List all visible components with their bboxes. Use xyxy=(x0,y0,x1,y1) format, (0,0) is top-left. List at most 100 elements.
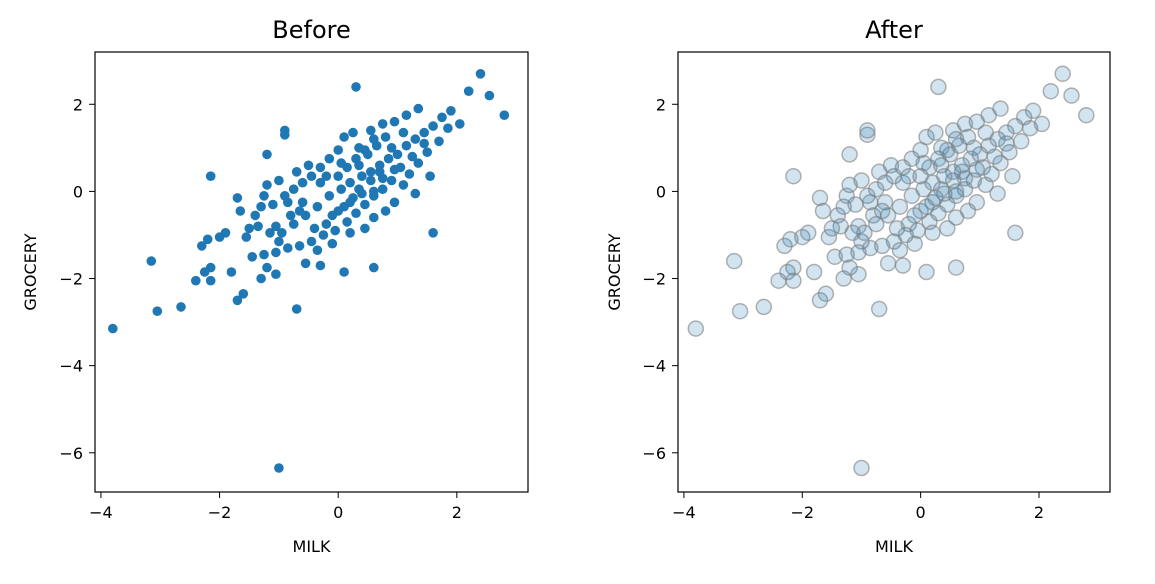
data-point xyxy=(339,201,349,212)
points-group xyxy=(108,69,510,473)
data-point xyxy=(499,110,510,120)
data-point xyxy=(315,162,326,173)
data-point xyxy=(870,163,888,181)
data-point xyxy=(1024,102,1042,120)
data-point xyxy=(463,86,474,96)
data-point xyxy=(398,127,409,138)
data-point xyxy=(998,135,1015,152)
data-point xyxy=(401,110,412,120)
data-point xyxy=(407,151,418,162)
y-tick-label: 0 xyxy=(656,182,666,201)
data-point xyxy=(315,260,326,271)
chart-title: After xyxy=(865,16,923,44)
data-point xyxy=(348,127,358,138)
data-point xyxy=(244,223,254,234)
data-point xyxy=(422,147,433,157)
data-point xyxy=(446,106,456,116)
x-tick-label: 0 xyxy=(916,503,926,522)
data-point xyxy=(785,272,802,289)
data-point xyxy=(873,237,891,255)
data-point xyxy=(386,143,397,153)
data-point xyxy=(191,275,201,286)
data-point xyxy=(853,172,870,189)
data-point xyxy=(288,184,299,194)
data-point xyxy=(377,173,388,184)
data-point xyxy=(779,263,796,281)
data-point xyxy=(238,289,249,299)
data-point xyxy=(992,154,1009,172)
x-tick-label: 2 xyxy=(452,503,462,522)
after-plot: After −4 −2 0 2 −6 −4 −2 0 2 MILK GROCERY xyxy=(605,16,1111,556)
data-point xyxy=(811,189,829,207)
y-tick-label: −2 xyxy=(642,270,666,289)
data-point xyxy=(366,125,376,136)
data-point xyxy=(805,263,823,281)
data-point xyxy=(146,256,157,266)
data-point xyxy=(315,177,326,188)
data-point xyxy=(274,175,284,186)
data-point xyxy=(475,69,486,79)
data-point xyxy=(297,177,308,188)
data-point xyxy=(434,136,444,147)
data-point xyxy=(850,265,867,283)
data-point xyxy=(312,245,323,255)
data-point xyxy=(428,121,438,131)
y-tick-label: −4 xyxy=(642,357,666,376)
data-point xyxy=(265,228,275,238)
data-point xyxy=(785,167,802,185)
data-point xyxy=(862,194,879,211)
x-tick-label: −4 xyxy=(89,503,113,522)
data-point xyxy=(401,140,412,151)
data-point xyxy=(303,160,314,171)
data-point xyxy=(377,119,388,129)
data-point xyxy=(811,292,829,309)
data-point xyxy=(894,257,912,274)
data-point xyxy=(944,122,962,139)
data-point xyxy=(894,174,912,191)
data-point xyxy=(1007,224,1024,242)
data-point xyxy=(366,175,376,186)
data-point xyxy=(687,320,705,337)
points-group xyxy=(687,65,1095,477)
data-point xyxy=(977,124,994,141)
data-point xyxy=(285,210,296,221)
data-point xyxy=(947,183,965,200)
data-point xyxy=(835,270,852,287)
data-point xyxy=(755,298,773,316)
data-point xyxy=(271,247,281,258)
data-point xyxy=(345,228,355,238)
data-point xyxy=(309,223,320,234)
data-point xyxy=(392,149,403,160)
data-point xyxy=(324,153,335,164)
data-point xyxy=(220,228,231,238)
data-point xyxy=(859,122,876,139)
data-point xyxy=(906,235,923,252)
data-point xyxy=(351,82,361,92)
data-point xyxy=(484,90,495,101)
data-point xyxy=(1004,167,1021,185)
y-tick-label: −2 xyxy=(59,270,83,289)
chart-title: Before xyxy=(272,16,350,44)
data-point xyxy=(348,193,358,203)
plot-frame xyxy=(677,51,1111,493)
data-point xyxy=(324,191,335,201)
data-point xyxy=(977,176,994,194)
data-point xyxy=(152,306,163,317)
data-point xyxy=(953,157,971,174)
data-point xyxy=(959,202,977,220)
data-point xyxy=(992,100,1009,117)
data-point xyxy=(271,269,281,280)
data-point xyxy=(389,116,400,127)
data-point xyxy=(419,138,430,149)
data-point xyxy=(374,160,385,171)
data-point xyxy=(782,231,799,248)
data-point xyxy=(389,197,400,208)
data-point xyxy=(280,125,290,136)
data-point xyxy=(327,238,338,249)
data-point xyxy=(915,154,932,172)
x-tick-label: −4 xyxy=(672,503,696,522)
data-point xyxy=(288,219,299,229)
data-point xyxy=(856,224,873,242)
data-point xyxy=(336,184,347,194)
data-point xyxy=(380,206,391,216)
